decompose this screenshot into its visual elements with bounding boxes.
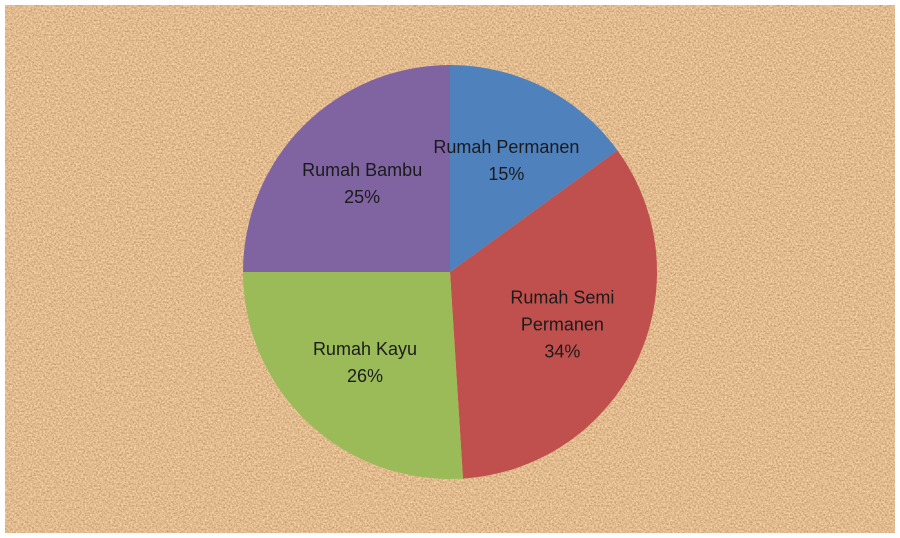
value-label: 26%	[346, 365, 383, 386]
data-label: Rumah Permanen 15%	[431, 134, 581, 188]
category-label: Rumah Bambu	[302, 160, 423, 181]
value-label: 34%	[544, 341, 581, 362]
category-label: Rumah Kayu	[312, 338, 417, 359]
pie-slice	[243, 272, 463, 479]
pie-slice	[450, 150, 657, 479]
data-label: Rumah Semi Permanen 34%	[487, 284, 637, 365]
value-label: 25%	[344, 187, 381, 208]
data-label: Rumah Kayu 26%	[290, 336, 440, 390]
pie	[243, 65, 657, 479]
pie-slice	[450, 65, 618, 272]
data-label: Rumah Bambu 25%	[287, 157, 437, 211]
category-label: Rumah Semi Permanen	[510, 287, 615, 335]
value-label: 15%	[488, 164, 525, 185]
pie-slice	[243, 65, 450, 272]
category-label: Rumah Permanen	[433, 137, 580, 158]
